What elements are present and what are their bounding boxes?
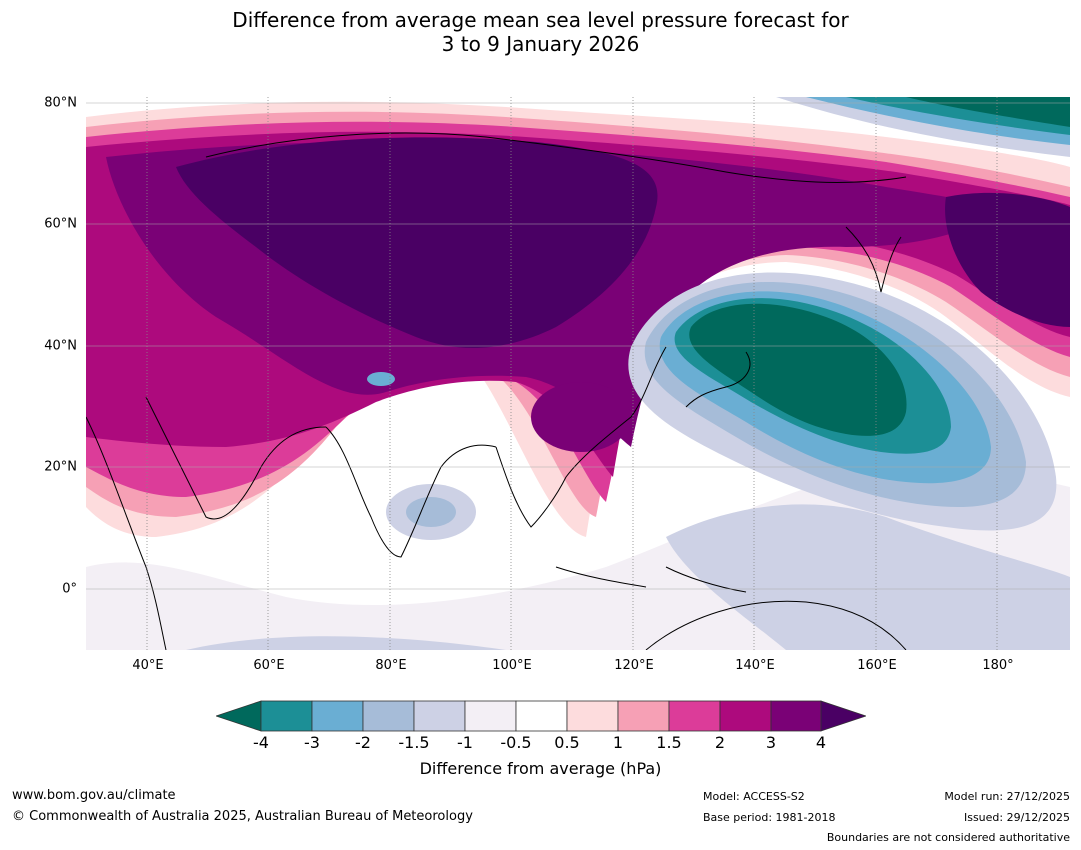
lon-label-100e: 100°E bbox=[492, 658, 532, 673]
map-title: Difference from average mean sea level p… bbox=[0, 8, 1081, 56]
colorbar-tick: -2 bbox=[355, 733, 371, 752]
colorbar-tick: 0.5 bbox=[554, 733, 580, 752]
lat-label-20: 20°N bbox=[44, 459, 77, 475]
negative-himalaya-spot bbox=[367, 372, 395, 386]
coast-kamchatka bbox=[845, 226, 902, 293]
coast-australia bbox=[645, 600, 907, 650]
lon-label-40e: 40°E bbox=[132, 658, 164, 673]
colorbar-tick: -0.5 bbox=[500, 733, 532, 752]
positive-east-core bbox=[945, 192, 1070, 327]
lat-label-0: 0° bbox=[62, 581, 77, 597]
graticule bbox=[146, 97, 998, 650]
colorbar-extend-low bbox=[216, 700, 262, 732]
lon-label-60e: 60°E bbox=[253, 658, 285, 673]
colorbar-tick: 4 bbox=[815, 733, 827, 752]
colorbar-extend-high bbox=[820, 700, 866, 732]
negative-band-south bbox=[186, 504, 1070, 650]
lon-label-140e: 140°E bbox=[735, 658, 775, 673]
coast-india bbox=[325, 426, 497, 558]
colorbar-seg-1 bbox=[260, 700, 313, 732]
coast-indonesia bbox=[555, 566, 747, 593]
coast-arctic bbox=[205, 132, 907, 183]
footer-model-run: Model run: 27/12/2025 bbox=[944, 790, 1070, 803]
colorbar bbox=[216, 700, 866, 732]
colorbar-tick: -1 bbox=[457, 733, 473, 752]
lon-label-120e: 120°E bbox=[614, 658, 654, 673]
footer-url: www.bom.gov.au/climate bbox=[12, 788, 176, 803]
footer-disclaimer: Boundaries are not considered authoritat… bbox=[826, 831, 1070, 844]
colorbar-tick: 2 bbox=[714, 733, 726, 752]
colorbar-seg-10 bbox=[719, 700, 772, 732]
footer-base-period: Base period: 1981-2018 bbox=[703, 811, 836, 824]
colorbar-seg-11 bbox=[770, 700, 822, 732]
colorbar-tick: -4 bbox=[253, 733, 269, 752]
colorbar-seg-4 bbox=[413, 700, 466, 732]
colorbar-seg-6 bbox=[515, 700, 568, 732]
colorbar-seg-5 bbox=[464, 700, 517, 732]
map-title-line2: 3 to 9 January 2026 bbox=[441, 32, 640, 56]
lon-label-180: 180° bbox=[982, 658, 1014, 673]
colorbar-tick: 1 bbox=[612, 733, 624, 752]
colorbar-tick: 3 bbox=[765, 733, 777, 752]
lat-label-40: 40°N bbox=[44, 338, 77, 354]
latitude-lines bbox=[86, 102, 1070, 590]
positive-china-core bbox=[531, 382, 631, 452]
coast-arabia bbox=[145, 396, 327, 520]
coast-japan bbox=[685, 351, 751, 408]
lon-label-80e: 80°E bbox=[375, 658, 407, 673]
footer-model: Model: ACCESS-S2 bbox=[703, 790, 805, 803]
lat-label-60: 60°N bbox=[44, 216, 77, 232]
colorbar-seg-3 bbox=[362, 700, 415, 732]
footer-issued: Issued: 29/12/2025 bbox=[963, 811, 1070, 824]
negative-bay-core bbox=[406, 497, 456, 527]
pressure-anomaly-map bbox=[86, 97, 1070, 650]
colorbar-seg-8 bbox=[617, 700, 670, 732]
coastlines bbox=[86, 132, 907, 650]
colorbar-tick: -1.5 bbox=[398, 733, 430, 752]
map-title-line1: Difference from average mean sea level p… bbox=[232, 8, 849, 32]
colorbar-seg-2 bbox=[311, 700, 364, 732]
coast-se-asia bbox=[495, 346, 667, 528]
colorbar-title: Difference from average (hPa) bbox=[419, 759, 662, 778]
lat-label-80: 80°N bbox=[44, 95, 77, 111]
positive-strongest-core bbox=[176, 137, 658, 348]
map-panel bbox=[86, 97, 1070, 650]
coast-africa bbox=[86, 416, 167, 650]
colorbar-tick: -3 bbox=[304, 733, 320, 752]
colorbar-tick: 1.5 bbox=[656, 733, 682, 752]
colorbar-seg-9 bbox=[668, 700, 721, 732]
negative-japan-core bbox=[689, 303, 907, 436]
colorbar-seg-7 bbox=[566, 700, 619, 732]
footer-copyright: © Commonwealth of Australia 2025, Austra… bbox=[12, 809, 473, 824]
negative-arctic-core bbox=[906, 97, 1070, 127]
lon-label-160e: 160°E bbox=[857, 658, 897, 673]
